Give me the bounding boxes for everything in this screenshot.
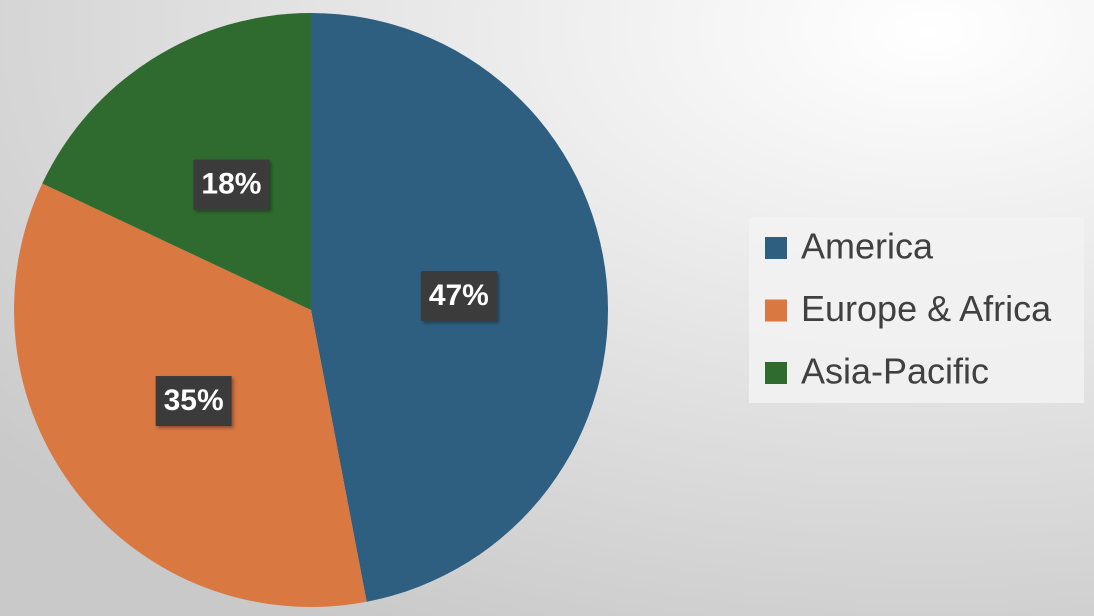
legend-swatch <box>765 299 787 322</box>
legend-swatch <box>765 362 787 384</box>
pie <box>13 13 608 607</box>
legend-label: America <box>801 226 934 267</box>
data-labels: 47% 35% 18% <box>155 159 497 427</box>
data-label: 35% <box>164 384 224 417</box>
pie-slice <box>42 13 312 310</box>
legend-label: Asia-Pacific <box>801 351 989 392</box>
data-label-box <box>193 159 270 210</box>
legend: America Europe & Africa Asia-Pacific <box>749 217 1084 403</box>
legend-label: Europe & Africa <box>801 288 1052 329</box>
data-label-box <box>155 376 232 427</box>
legend-box <box>749 217 1084 403</box>
legend-swatch <box>765 237 787 259</box>
data-label: 47% <box>429 279 489 312</box>
data-label-box <box>420 271 497 322</box>
data-label: 18% <box>201 168 261 201</box>
